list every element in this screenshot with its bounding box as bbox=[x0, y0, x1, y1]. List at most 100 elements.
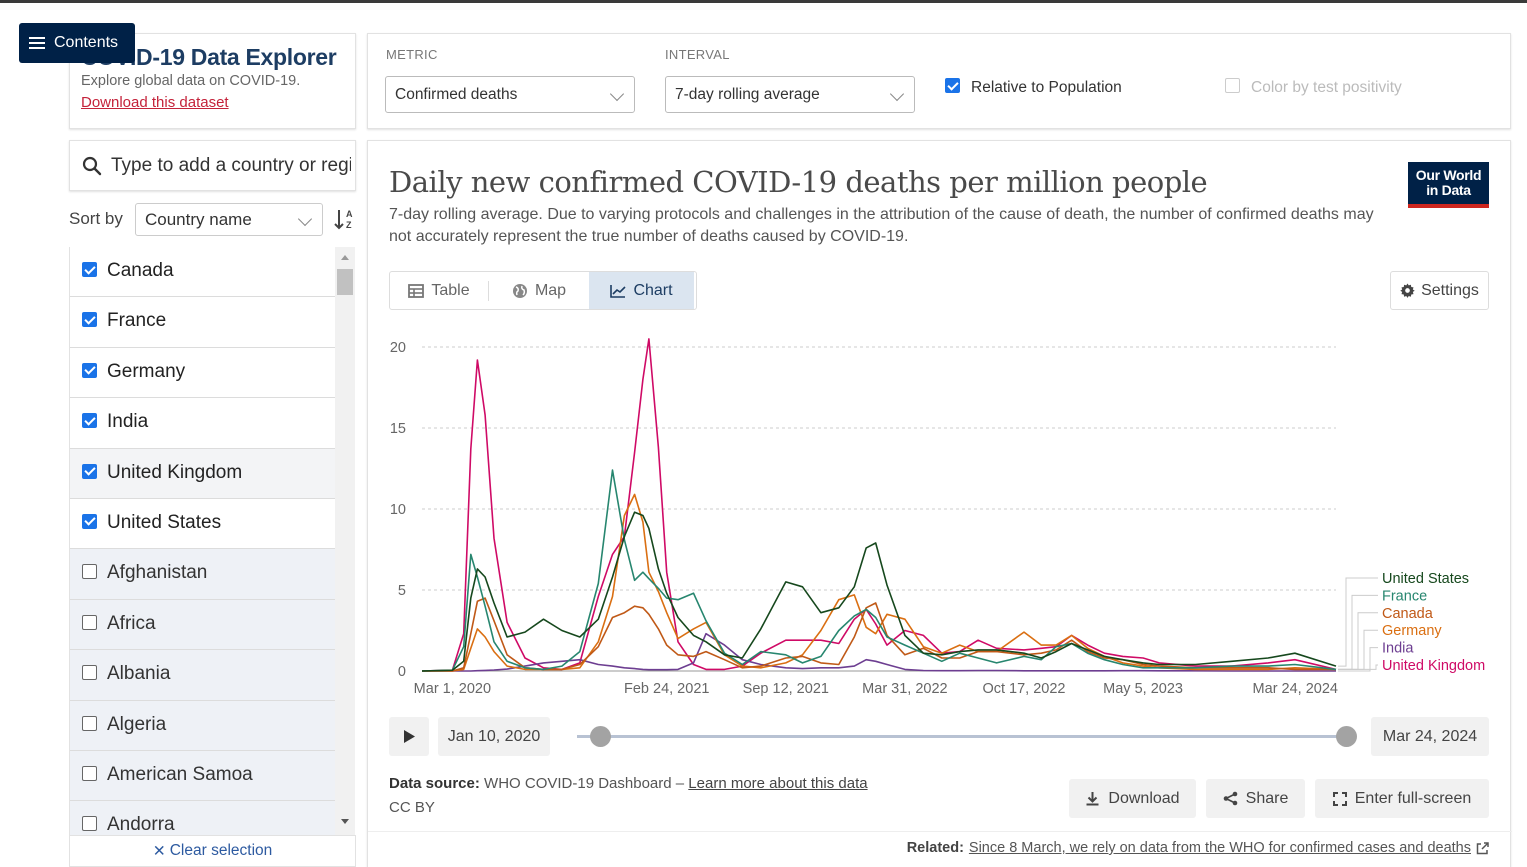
search-input[interactable] bbox=[111, 154, 351, 177]
interval-value: 7-day rolling average bbox=[675, 85, 820, 103]
legend-label[interactable]: Germany bbox=[1382, 623, 1442, 639]
scroll-up-icon[interactable] bbox=[341, 255, 349, 260]
clear-selection-button[interactable]: ✕ Clear selection bbox=[69, 835, 356, 867]
timeline-start-handle[interactable] bbox=[590, 726, 611, 747]
timeline-end-handle[interactable] bbox=[1336, 726, 1357, 747]
series-line[interactable] bbox=[421, 338, 1337, 672]
timeline-track[interactable] bbox=[577, 735, 1348, 738]
explorer-subtitle: Explore global data on COVID-19. bbox=[81, 73, 301, 89]
series-line[interactable] bbox=[422, 597, 1336, 672]
entity-checkbox[interactable] bbox=[82, 614, 97, 630]
entity-list: Canada France Germany India United Kingdom Un… bbox=[69, 247, 355, 835]
entity-row[interactable]: Canada bbox=[70, 247, 335, 298]
entity-row[interactable]: Germany bbox=[70, 347, 335, 399]
entity-name: France bbox=[107, 310, 167, 332]
list-scrollbar[interactable] bbox=[335, 247, 355, 835]
scroll-down-icon[interactable] bbox=[341, 819, 349, 824]
timeline-end-date[interactable]: Mar 24, 2024 bbox=[1371, 717, 1489, 756]
download-button[interactable]: Download bbox=[1069, 779, 1196, 818]
legend-label[interactable]: United Kingdom bbox=[1382, 658, 1485, 674]
timeline-start-date[interactable]: Jan 10, 2020 bbox=[438, 717, 550, 756]
share-button[interactable]: Share bbox=[1206, 779, 1305, 818]
metric-select[interactable]: Confirmed deaths bbox=[385, 76, 635, 113]
entity-checkbox[interactable] bbox=[82, 463, 97, 479]
sort-value: Country name bbox=[145, 209, 252, 229]
entity-checkbox[interactable] bbox=[82, 765, 97, 781]
play-button[interactable] bbox=[389, 717, 429, 756]
entity-row[interactable]: Afghanistan bbox=[70, 549, 335, 600]
entity-checkbox[interactable] bbox=[82, 262, 97, 277]
entity-row[interactable]: American Samoa bbox=[70, 750, 335, 802]
entity-checkbox[interactable] bbox=[82, 564, 97, 580]
series-line[interactable] bbox=[422, 493, 1337, 672]
share-icon bbox=[1223, 791, 1237, 806]
series-line[interactable] bbox=[422, 632, 1336, 672]
entity-checkbox[interactable] bbox=[82, 413, 97, 429]
entity-name: India bbox=[107, 411, 149, 433]
entity-name: Canada bbox=[107, 260, 174, 281]
download-dataset-link[interactable]: Download this dataset bbox=[81, 94, 229, 111]
legend-label[interactable]: India bbox=[1382, 641, 1414, 657]
entity-row[interactable]: United States bbox=[70, 498, 335, 550]
entity-row[interactable]: France bbox=[70, 297, 335, 348]
tab-chart[interactable]: Chart bbox=[589, 272, 694, 309]
entity-checkbox[interactable] bbox=[82, 362, 97, 378]
series-line[interactable] bbox=[421, 511, 1337, 672]
tab-map[interactable]: Map bbox=[489, 272, 589, 309]
entity-checkbox[interactable] bbox=[82, 816, 97, 832]
legend-label[interactable]: United States bbox=[1382, 571, 1469, 587]
legend-connector bbox=[1338, 664, 1378, 670]
scroll-thumb[interactable] bbox=[337, 269, 353, 295]
entity-row[interactable]: Andorra bbox=[70, 801, 335, 835]
entity-row[interactable]: Algeria bbox=[70, 700, 335, 751]
sort-select[interactable]: Country name bbox=[135, 203, 323, 236]
legend-label[interactable]: France bbox=[1382, 588, 1427, 604]
gear-icon bbox=[1400, 283, 1415, 298]
related-link[interactable]: Since 8 March, we rely on data from the … bbox=[968, 840, 1471, 856]
entity-row[interactable]: Africa bbox=[70, 599, 335, 651]
x-tick-label: Mar 24, 2024 bbox=[1253, 681, 1338, 697]
svg-text:Z: Z bbox=[346, 220, 352, 230]
entity-checkbox[interactable] bbox=[82, 715, 97, 731]
contents-button[interactable]: Contents bbox=[19, 23, 135, 63]
controls-panel: METRIC Confirmed deaths INTERVAL 7-day r… bbox=[367, 33, 1511, 129]
play-icon bbox=[404, 730, 415, 743]
share-label: Share bbox=[1245, 789, 1289, 807]
entity-row[interactable]: Albania bbox=[70, 650, 335, 701]
entity-row[interactable]: India bbox=[70, 398, 335, 449]
line-chart: 0 5 10 15 20 Mar 1, 2020 Feb 24, 2021 Sep 12, 2… bbox=[390, 338, 1485, 697]
legend-label[interactable]: Canada bbox=[1382, 606, 1434, 622]
tab-map-label: Map bbox=[534, 281, 567, 299]
license: CC BY bbox=[389, 799, 435, 816]
y-tick-label: 0 bbox=[398, 664, 406, 680]
color-by-test-positivity-label: Color by test positivity bbox=[1251, 79, 1402, 96]
y-tick-label: 5 bbox=[398, 583, 406, 599]
entity-checkbox[interactable] bbox=[82, 665, 97, 681]
search-icon bbox=[82, 156, 102, 175]
relative-to-population-checkbox[interactable] bbox=[945, 78, 960, 93]
entity-search bbox=[69, 140, 356, 191]
interval-label: INTERVAL bbox=[665, 47, 730, 62]
chevron-down-icon bbox=[609, 86, 625, 102]
owid-logo[interactable]: Our World in Data bbox=[1408, 162, 1489, 208]
entity-name: American Samoa bbox=[107, 763, 253, 785]
color-by-test-positivity-checkbox[interactable] bbox=[1225, 78, 1240, 93]
entity-name: Germany bbox=[107, 360, 186, 382]
entity-checkbox[interactable] bbox=[82, 312, 97, 328]
settings-button[interactable]: Settings bbox=[1390, 271, 1489, 310]
x-tick-label: Mar 31, 2022 bbox=[862, 681, 947, 697]
data-source: Data source: WHO COVID-19 Dashboard – Le… bbox=[389, 775, 868, 792]
line-chart-icon bbox=[610, 284, 627, 298]
learn-more-link[interactable]: Learn more about this data bbox=[688, 775, 868, 792]
tab-table[interactable]: Table bbox=[390, 272, 488, 309]
entity-checkbox[interactable] bbox=[82, 513, 97, 529]
contents-label: Contents bbox=[54, 34, 119, 51]
interval-select[interactable]: 7-day rolling average bbox=[665, 76, 915, 113]
sort-order-icon[interactable]: A Z bbox=[333, 207, 355, 231]
series-line[interactable] bbox=[421, 469, 1337, 672]
relative-to-population-label: Relative to Population bbox=[971, 79, 1122, 96]
entity-row[interactable]: United Kingdom bbox=[70, 448, 335, 499]
metric-value: Confirmed deaths bbox=[395, 85, 518, 103]
fullscreen-button[interactable]: Enter full-screen bbox=[1315, 779, 1489, 818]
fullscreen-label: Enter full-screen bbox=[1354, 789, 1472, 807]
